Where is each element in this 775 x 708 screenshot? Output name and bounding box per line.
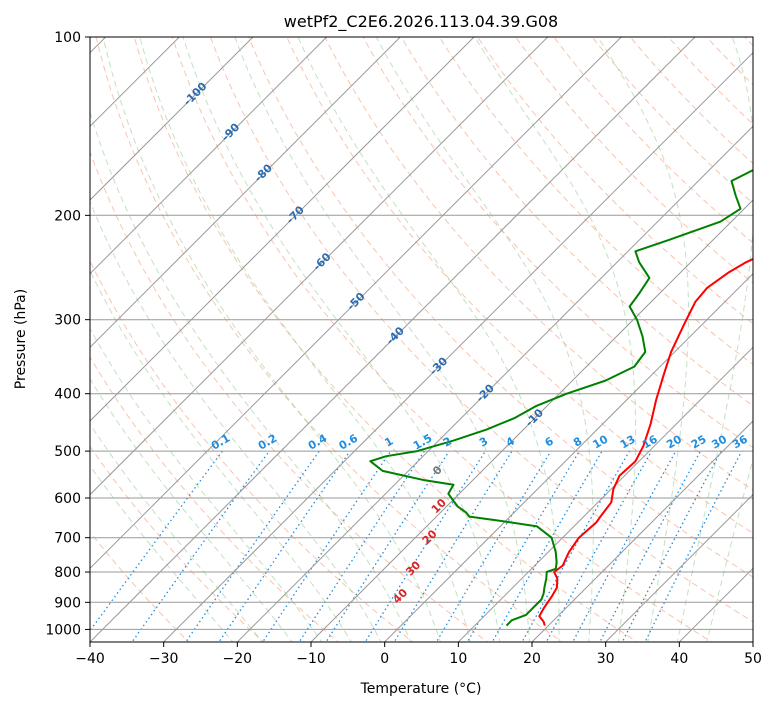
isotherm-line — [90, 37, 328, 275]
moist-adiabat-line — [139, 37, 471, 642]
isotherm-line — [162, 51, 753, 642]
x-tick-label: 20 — [523, 651, 541, 667]
dry-adiabat-line — [90, 150, 489, 642]
isotherm-line — [90, 37, 402, 349]
y-tick-label: 300 — [54, 313, 81, 329]
moist-adiabat-line — [90, 269, 352, 642]
x-tick-label: 50 — [744, 651, 762, 667]
mixing-ratio-line — [521, 450, 631, 642]
y-tick-label: 400 — [54, 387, 81, 403]
dry-adiabat-line — [744, 37, 753, 47]
dry-adiabat-line — [770, 24, 775, 645]
isotherm-line — [90, 37, 696, 642]
x-tick-label: 40 — [670, 651, 688, 667]
isotherm-line — [90, 37, 623, 570]
mixing-ratio-line — [393, 450, 513, 642]
x-axis-label: Temperature (°C) — [360, 681, 482, 697]
isotherm-line — [310, 199, 753, 642]
dry-adiabat-line — [362, 37, 753, 449]
moist-adiabat-line — [297, 37, 560, 642]
moist-adiabat-line — [375, 37, 594, 642]
isotherm-line — [678, 567, 753, 642]
grid-lines — [90, 37, 753, 642]
y-tick-label: 100 — [54, 30, 81, 46]
profile-line — [369, 168, 753, 627]
mixing-ratio-label: 36 — [730, 432, 750, 451]
x-tick-label: 10 — [449, 651, 467, 667]
y-tick-label: 900 — [54, 595, 81, 611]
dry-adiabat-line — [90, 445, 265, 642]
isotherm-line — [383, 272, 753, 642]
isotherm-line — [236, 125, 753, 642]
mixing-ratio-label: 10 — [591, 432, 611, 451]
isotherm-line — [604, 493, 753, 642]
dry-adiabat-label: -20 — [474, 381, 497, 404]
y-tick-label: 700 — [54, 531, 81, 547]
isotherm-line — [457, 346, 753, 642]
x-tick-label: −20 — [223, 651, 253, 667]
mixing-ratio-line — [572, 450, 677, 642]
x-tick-label: −10 — [296, 651, 326, 667]
mixing-ratio-label: 25 — [689, 433, 709, 452]
dry-adiabat-line — [133, 37, 638, 642]
plot-frame — [89, 36, 754, 643]
mixing-ratio-line — [90, 450, 223, 632]
mixing-ratio-label: 1.5 — [411, 432, 434, 453]
isotherm-line — [531, 420, 753, 642]
mixing-ratio-line — [298, 450, 425, 642]
profile-line — [538, 257, 753, 626]
dry-adiabat-line — [90, 259, 414, 642]
moist-adiabat-label: 0 — [430, 463, 445, 478]
y-tick-label: 600 — [54, 491, 81, 507]
y-tick-label: 800 — [54, 565, 81, 581]
mixing-ratio-label: 1 — [382, 435, 395, 450]
mixing-ratio-line — [644, 450, 743, 642]
moist-adiabat-label: 40 — [390, 586, 410, 606]
moist-adiabat-line — [90, 200, 382, 642]
dry-adiabat-line — [400, 37, 753, 407]
mixing-ratio-label: 6 — [543, 434, 556, 449]
isotherm-line — [752, 641, 753, 642]
moist-adiabat-line — [90, 464, 234, 642]
mixing-ratio-line — [218, 450, 351, 642]
mixing-ratio-line — [325, 450, 450, 642]
x-tick-label: −30 — [149, 651, 179, 667]
moist-adiabat-line — [90, 110, 412, 642]
y-tick-label: 200 — [54, 208, 81, 224]
y-tick-label: 1000 — [45, 622, 81, 638]
mixing-ratio-label: 8 — [571, 435, 584, 450]
dry-adiabat-line — [438, 37, 753, 366]
dry-adiabat-line — [667, 37, 753, 125]
mixing-ratio-line — [621, 450, 722, 642]
mixing-ratio-label: 0.2 — [256, 432, 279, 453]
mixing-ratio-line — [435, 450, 552, 642]
x-tick-label: 30 — [597, 651, 615, 667]
y-axis-label: Pressure (hPa) — [13, 289, 29, 389]
dry-adiabat-line — [705, 37, 753, 86]
isotherm-line — [90, 37, 549, 496]
profiles — [369, 168, 753, 627]
x-tick-label: 0 — [380, 651, 389, 667]
mixing-ratio-label: 20 — [664, 432, 684, 451]
x-tick-label: −40 — [75, 651, 105, 667]
mixing-ratio-label: 0.4 — [306, 431, 330, 452]
isotherm-line — [90, 37, 254, 201]
moist-adiabat-label: 10 — [429, 496, 449, 516]
y-tick-label: 500 — [54, 444, 81, 460]
mixing-ratio-label: 30 — [709, 432, 729, 451]
axes: −40 −30 −20 −10 0 10 20 30 40 5010020030040050060… — [45, 30, 762, 667]
dry-adiabat-label: -60 — [310, 250, 333, 273]
chart-title: wetPf2_C2E6.2026.113.04.39.G08 — [284, 12, 558, 32]
mixing-ratio-label: 3 — [477, 435, 490, 450]
isotherm-line — [90, 37, 475, 422]
